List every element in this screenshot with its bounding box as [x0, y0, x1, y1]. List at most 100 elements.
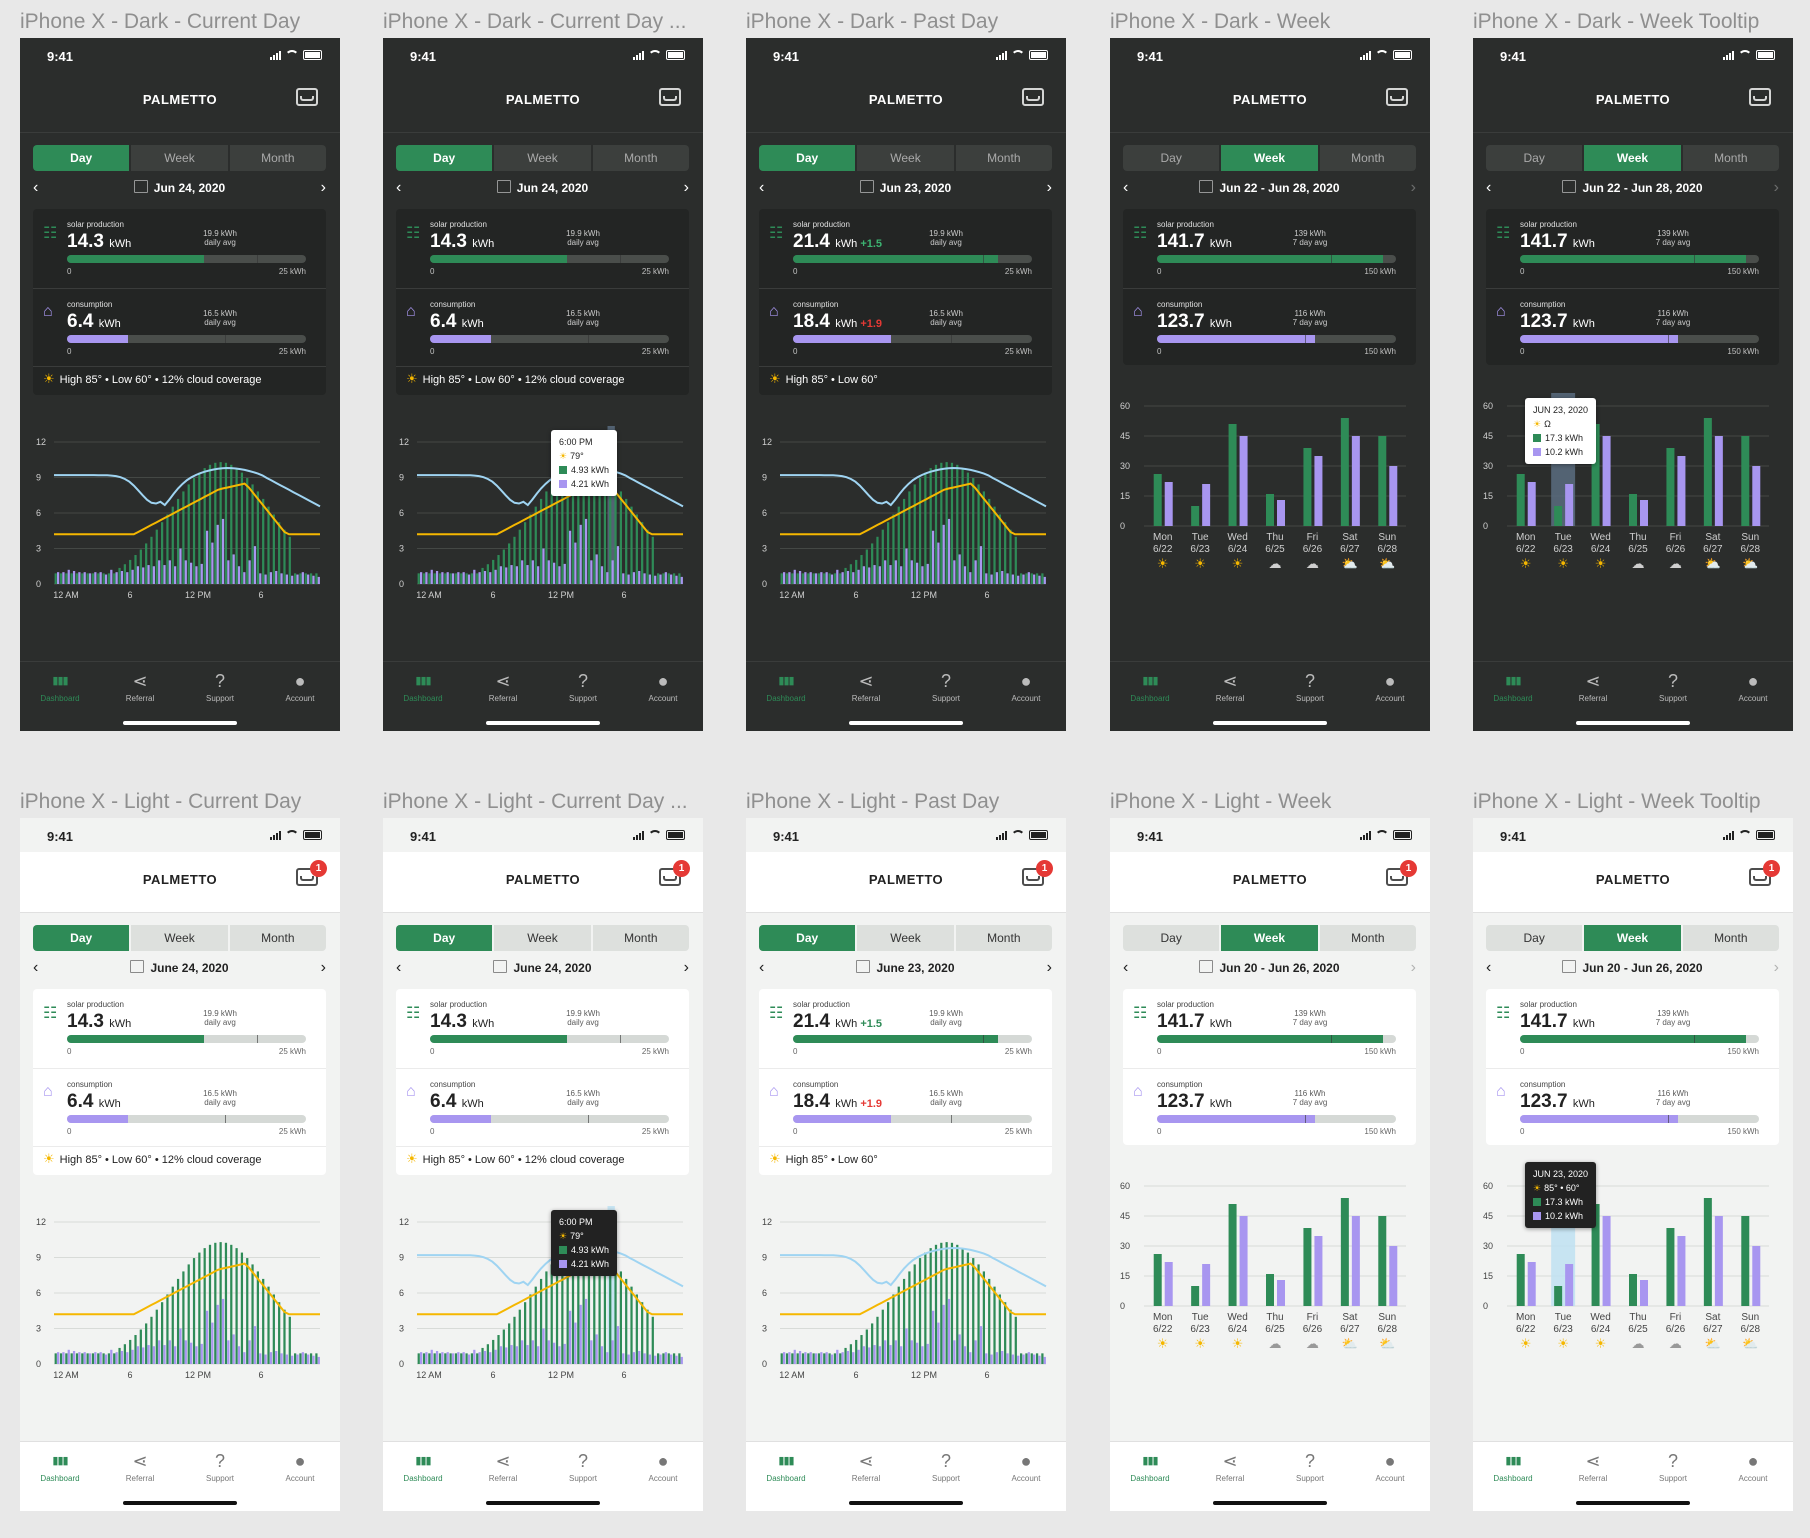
tab-support[interactable]: ? Support [1280, 670, 1340, 703]
tab-dashboard[interactable]: ▮▮▮ Dashboard [393, 1450, 453, 1483]
tab-month[interactable]: Month [1319, 925, 1416, 951]
tab-referral[interactable]: ⋖ Referral [836, 670, 896, 703]
next-arrow-icon[interactable]: › [1410, 179, 1416, 196]
next-arrow-icon[interactable]: › [683, 959, 689, 976]
prev-arrow-icon[interactable]: ‹ [759, 959, 765, 976]
tab-support[interactable]: ? Support [1643, 1450, 1703, 1483]
inbox-icon[interactable] [1386, 868, 1408, 886]
tab-month[interactable]: Month [229, 145, 326, 171]
next-arrow-icon[interactable]: › [320, 179, 326, 196]
tab-week[interactable]: Week [1584, 925, 1681, 951]
tab-dashboard[interactable]: ▮▮▮ Dashboard [1120, 1450, 1180, 1483]
tab-dashboard[interactable]: ▮▮▮ Dashboard [756, 1450, 816, 1483]
tab-referral[interactable]: ⋖ Referral [110, 670, 170, 703]
tab-month[interactable]: Month [1682, 145, 1779, 171]
inbox-icon[interactable] [296, 88, 318, 106]
inbox-icon[interactable] [1749, 868, 1771, 886]
tab-account[interactable]: ● Account [1360, 1450, 1420, 1483]
tab-dashboard[interactable]: ▮▮▮ Dashboard [393, 670, 453, 703]
tab-dashboard[interactable]: ▮▮▮ Dashboard [756, 670, 816, 703]
tab-month[interactable]: Month [1319, 145, 1416, 171]
prev-arrow-icon[interactable]: ‹ [1123, 179, 1129, 196]
tab-month[interactable]: Month [592, 925, 689, 951]
prev-arrow-icon[interactable]: ‹ [1486, 959, 1492, 976]
tab-support[interactable]: ? Support [916, 670, 976, 703]
tab-account[interactable]: ● Account [270, 1450, 330, 1483]
tab-account[interactable]: ● Account [633, 1450, 693, 1483]
tab-dashboard[interactable]: ▮▮▮ Dashboard [1120, 670, 1180, 703]
tab-referral[interactable]: ⋖ Referral [1563, 670, 1623, 703]
inbox-icon[interactable] [1022, 868, 1044, 886]
tab-day[interactable]: Day [1486, 925, 1583, 951]
tab-week[interactable]: Week [1221, 925, 1318, 951]
next-arrow-icon[interactable]: › [1410, 959, 1416, 976]
tab-week[interactable]: Week [131, 925, 228, 951]
tab-week[interactable]: Week [1584, 145, 1681, 171]
tab-account[interactable]: ● Account [1723, 1450, 1783, 1483]
tab-month[interactable]: Month [592, 145, 689, 171]
tab-month[interactable]: Month [955, 925, 1052, 951]
tab-referral[interactable]: ⋖ Referral [473, 1450, 533, 1483]
tab-account[interactable]: ● Account [996, 1450, 1056, 1483]
tab-referral[interactable]: ⋖ Referral [110, 1450, 170, 1483]
prev-arrow-icon[interactable]: ‹ [33, 959, 39, 976]
tab-support[interactable]: ? Support [553, 1450, 613, 1483]
tab-account[interactable]: ● Account [270, 670, 330, 703]
prev-arrow-icon[interactable]: ‹ [396, 179, 402, 196]
tab-week[interactable]: Week [494, 925, 591, 951]
tab-day[interactable]: Day [396, 145, 493, 171]
next-arrow-icon[interactable]: › [1046, 959, 1052, 976]
inbox-icon[interactable] [1749, 88, 1771, 106]
tab-day[interactable]: Day [1123, 925, 1220, 951]
tab-referral[interactable]: ⋖ Referral [473, 670, 533, 703]
tab-day[interactable]: Day [759, 925, 856, 951]
tab-month[interactable]: Month [1682, 925, 1779, 951]
inbox-icon[interactable] [659, 88, 681, 106]
tab-week[interactable]: Week [1221, 145, 1318, 171]
inbox-icon[interactable] [1022, 88, 1044, 106]
inbox-icon[interactable] [659, 868, 681, 886]
prev-arrow-icon[interactable]: ‹ [1486, 179, 1492, 196]
tab-support[interactable]: ? Support [553, 670, 613, 703]
tab-support[interactable]: ? Support [916, 1450, 976, 1483]
next-arrow-icon[interactable]: › [1773, 179, 1779, 196]
prev-arrow-icon[interactable]: ‹ [1123, 959, 1129, 976]
inbox-icon[interactable] [296, 868, 318, 886]
tab-month[interactable]: Month [955, 145, 1052, 171]
next-arrow-icon[interactable]: › [1046, 179, 1052, 196]
tab-dashboard[interactable]: ▮▮▮ Dashboard [30, 670, 90, 703]
next-arrow-icon[interactable]: › [1773, 959, 1779, 976]
tab-day[interactable]: Day [396, 925, 493, 951]
tab-week[interactable]: Week [131, 145, 228, 171]
tab-day[interactable]: Day [1123, 145, 1220, 171]
tab-dashboard[interactable]: ▮▮▮ Dashboard [30, 1450, 90, 1483]
tab-referral[interactable]: ⋖ Referral [1200, 670, 1260, 703]
tab-day[interactable]: Day [1486, 145, 1583, 171]
tab-support[interactable]: ? Support [190, 1450, 250, 1483]
tab-support[interactable]: ? Support [1643, 670, 1703, 703]
inbox-icon[interactable] [1386, 88, 1408, 106]
tab-referral[interactable]: ⋖ Referral [1563, 1450, 1623, 1483]
tab-dashboard[interactable]: ▮▮▮ Dashboard [1483, 670, 1543, 703]
tab-month[interactable]: Month [229, 925, 326, 951]
tab-week[interactable]: Week [494, 145, 591, 171]
next-arrow-icon[interactable]: › [683, 179, 689, 196]
tab-account[interactable]: ● Account [1723, 670, 1783, 703]
tab-referral[interactable]: ⋖ Referral [1200, 1450, 1260, 1483]
prev-arrow-icon[interactable]: ‹ [396, 959, 402, 976]
tab-day[interactable]: Day [33, 145, 130, 171]
tab-support[interactable]: ? Support [190, 670, 250, 703]
tab-dashboard[interactable]: ▮▮▮ Dashboard [1483, 1450, 1543, 1483]
tab-account[interactable]: ● Account [1360, 670, 1420, 703]
tab-day[interactable]: Day [33, 925, 130, 951]
tab-account[interactable]: ● Account [996, 670, 1056, 703]
prev-arrow-icon[interactable]: ‹ [33, 179, 39, 196]
tab-referral[interactable]: ⋖ Referral [836, 1450, 896, 1483]
tab-account[interactable]: ● Account [633, 670, 693, 703]
tab-support[interactable]: ? Support [1280, 1450, 1340, 1483]
tab-week[interactable]: Week [857, 145, 954, 171]
tab-day[interactable]: Day [759, 145, 856, 171]
prev-arrow-icon[interactable]: ‹ [759, 179, 765, 196]
next-arrow-icon[interactable]: › [320, 959, 326, 976]
tab-week[interactable]: Week [857, 925, 954, 951]
